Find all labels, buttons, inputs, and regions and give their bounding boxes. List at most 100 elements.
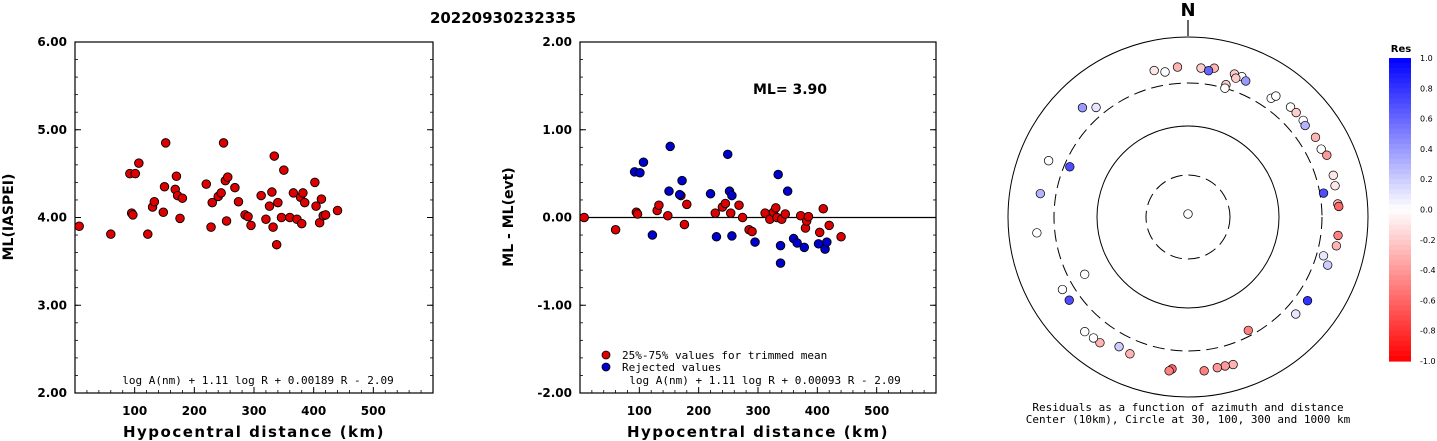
colorbar-cell bbox=[1389, 265, 1411, 271]
data-point-rejected bbox=[677, 175, 687, 186]
colorbar-cell bbox=[1389, 153, 1411, 160]
x-tick-label: 100 bbox=[627, 404, 652, 418]
colorbar-cell bbox=[1389, 184, 1411, 190]
data-point bbox=[720, 198, 731, 209]
data-point bbox=[74, 221, 84, 232]
ring-30km bbox=[1145, 174, 1231, 260]
colorbar-tick-label: 0.0 bbox=[1420, 206, 1433, 215]
station-marker bbox=[1291, 309, 1301, 319]
colorbar-cell bbox=[1389, 133, 1411, 140]
data-point bbox=[130, 168, 141, 179]
data-point bbox=[780, 209, 791, 219]
x-tick-label: 200 bbox=[686, 404, 711, 418]
colorbar-title: Res bbox=[1391, 44, 1411, 55]
colorbar-cell bbox=[1389, 280, 1411, 286]
colorbar-cell bbox=[1389, 113, 1411, 120]
data-point-rejected bbox=[727, 190, 737, 201]
data-point bbox=[276, 212, 287, 223]
distance-rings bbox=[1007, 36, 1369, 398]
y-tick-label: -1.00 bbox=[537, 298, 572, 312]
data-point bbox=[159, 182, 170, 192]
data-point bbox=[134, 158, 144, 168]
colorbar-cell bbox=[1389, 88, 1411, 94]
station-marker bbox=[1172, 62, 1183, 72]
data-point bbox=[230, 182, 240, 193]
legend-marker-accepted bbox=[601, 350, 611, 360]
station-marker bbox=[1331, 241, 1342, 251]
colorbar-cell bbox=[1389, 295, 1411, 301]
data-point bbox=[207, 197, 217, 208]
station-marker bbox=[1095, 338, 1105, 348]
data-point-rejected bbox=[705, 189, 716, 199]
data-point bbox=[128, 210, 138, 220]
y-tick-label: 0.00 bbox=[542, 211, 572, 225]
ml-value-label: ML= 3.90 bbox=[753, 82, 827, 98]
data-point bbox=[288, 188, 299, 198]
colorbar-cell bbox=[1389, 244, 1411, 251]
data-point-rejected bbox=[750, 237, 760, 247]
legend-marker-rejected bbox=[601, 362, 611, 372]
y-tick-label: 3.00 bbox=[37, 298, 67, 312]
colorbar-tick-label: 0.8 bbox=[1420, 84, 1433, 93]
y-tick-label: 2.00 bbox=[542, 35, 572, 49]
station-marker bbox=[1077, 103, 1088, 113]
station-marker bbox=[1125, 349, 1135, 359]
colorbar-cell bbox=[1389, 355, 1411, 362]
data-point bbox=[201, 179, 212, 189]
data-point bbox=[221, 216, 232, 226]
data-point bbox=[814, 227, 825, 238]
station-marker bbox=[1080, 326, 1090, 337]
colorbar-cell bbox=[1389, 159, 1411, 165]
colorbar-cell bbox=[1389, 204, 1411, 211]
colorbar-cell bbox=[1389, 219, 1411, 226]
colorbar-tick-label: 1.0 bbox=[1420, 54, 1433, 63]
x-tick-label: 200 bbox=[182, 404, 207, 418]
data-point bbox=[734, 200, 744, 210]
station-marker bbox=[1035, 188, 1045, 199]
data-point bbox=[663, 210, 673, 221]
data-point bbox=[269, 151, 280, 161]
station-marker bbox=[1300, 120, 1310, 131]
station-marker bbox=[1328, 170, 1338, 180]
colorbar-cell bbox=[1389, 315, 1411, 322]
station-marker bbox=[1323, 260, 1333, 270]
colorbar-tick-label: 0.4 bbox=[1420, 145, 1433, 154]
station-marker bbox=[1318, 188, 1329, 198]
station-marker bbox=[1220, 361, 1230, 371]
colorbar-cell bbox=[1389, 229, 1411, 236]
data-point bbox=[171, 171, 182, 182]
x-tick-label: 300 bbox=[241, 404, 266, 418]
data-point bbox=[679, 219, 690, 230]
data-point bbox=[267, 187, 277, 197]
data-point bbox=[271, 239, 282, 250]
data-point bbox=[216, 188, 226, 198]
data-point-rejected bbox=[638, 157, 649, 167]
data-point bbox=[747, 226, 757, 237]
colorbar-tick-label: -0.6 bbox=[1420, 296, 1436, 305]
station-marker bbox=[1114, 342, 1124, 352]
colorbar-cell bbox=[1389, 285, 1411, 291]
station-marker bbox=[1291, 107, 1301, 118]
colorbar-cell bbox=[1389, 335, 1411, 342]
data-point bbox=[332, 205, 343, 216]
station-marker bbox=[1271, 91, 1281, 101]
data-point-rejected bbox=[782, 186, 793, 196]
data-point bbox=[579, 212, 589, 223]
data-point bbox=[243, 211, 253, 222]
x-tick-label: 500 bbox=[864, 404, 889, 418]
y-tick-label: 6.00 bbox=[37, 35, 67, 49]
ring-100km bbox=[1096, 125, 1280, 309]
data-point bbox=[158, 207, 169, 217]
data-point bbox=[771, 203, 781, 213]
formula-label: log A(nm) + 1.11 log R + 0.00189 R - 2.0… bbox=[122, 374, 394, 387]
data-point bbox=[106, 229, 116, 239]
data-point bbox=[268, 222, 278, 232]
colorbar-tick-label: 0.2 bbox=[1420, 175, 1433, 184]
y-tick-label: 2.00 bbox=[37, 386, 67, 400]
station-marker bbox=[1183, 209, 1193, 219]
colorbar-tick-label: -0.2 bbox=[1420, 236, 1436, 245]
data-point bbox=[279, 165, 289, 175]
colorbar-cell bbox=[1389, 98, 1411, 105]
x-tick-label: 400 bbox=[301, 404, 326, 418]
colorbar-cell bbox=[1389, 93, 1411, 99]
